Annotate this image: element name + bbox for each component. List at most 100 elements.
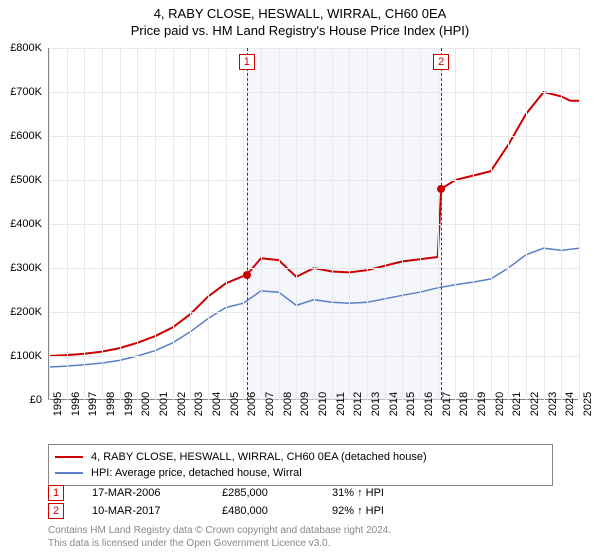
gridline-v bbox=[349, 48, 350, 400]
x-axis-label: 2002 bbox=[176, 392, 188, 416]
x-axis-label: 2004 bbox=[211, 392, 223, 416]
footer-line2: This data is licensed under the Open Gov… bbox=[48, 537, 553, 550]
footer-attribution: Contains HM Land Registry data © Crown c… bbox=[48, 524, 553, 550]
x-axis-label: 2009 bbox=[299, 392, 311, 416]
gridline-v bbox=[173, 48, 174, 400]
x-axis-label: 2017 bbox=[441, 392, 453, 416]
gridline-v bbox=[296, 48, 297, 400]
x-axis-label: 2007 bbox=[264, 392, 276, 416]
x-axis-label: 1995 bbox=[52, 392, 64, 416]
gridline-v bbox=[314, 48, 315, 400]
sales-row-date: 10-MAR-2017 bbox=[92, 505, 222, 517]
x-axis-label: 2021 bbox=[511, 392, 523, 416]
sales-row-number: 2 bbox=[48, 503, 64, 519]
x-axis-label: 2010 bbox=[317, 392, 329, 416]
sales-row-date: 17-MAR-2006 bbox=[92, 487, 222, 499]
y-axis-label: £0 bbox=[30, 394, 42, 406]
gridline-v bbox=[243, 48, 244, 400]
gridline-v bbox=[385, 48, 386, 400]
title-sub: Price paid vs. HM Land Registry's House … bbox=[0, 23, 600, 38]
x-axis-label: 2000 bbox=[140, 392, 152, 416]
x-axis-label: 1999 bbox=[123, 392, 135, 416]
x-axis-label: 2001 bbox=[158, 392, 170, 416]
gridline-v bbox=[473, 48, 474, 400]
gridline-v bbox=[120, 48, 121, 400]
sale-marker-dot bbox=[243, 271, 251, 279]
x-axis-label: 2013 bbox=[370, 392, 382, 416]
gridline-v bbox=[155, 48, 156, 400]
x-axis-label: 2005 bbox=[229, 392, 241, 416]
sale-marker-number: 2 bbox=[433, 54, 449, 70]
title-main: 4, RABY CLOSE, HESWALL, WIRRAL, CH60 0EA bbox=[0, 6, 600, 21]
x-axis-label: 2011 bbox=[335, 392, 347, 416]
x-axis-label: 2003 bbox=[193, 392, 205, 416]
gridline-v bbox=[102, 48, 103, 400]
y-axis-label: £500K bbox=[10, 174, 42, 186]
y-axis-label: £100K bbox=[10, 350, 42, 362]
gridline-v bbox=[67, 48, 68, 400]
plot-box: 12 bbox=[48, 48, 578, 400]
gridline-v bbox=[491, 48, 492, 400]
chart-container: 4, RABY CLOSE, HESWALL, WIRRAL, CH60 0EA… bbox=[0, 0, 600, 560]
sales-row-price: £285,000 bbox=[222, 487, 332, 499]
sales-row-pct: 31% ↑ HPI bbox=[332, 487, 452, 499]
gridline-v bbox=[420, 48, 421, 400]
legend-swatch bbox=[55, 472, 83, 474]
x-axis-label: 2016 bbox=[423, 392, 435, 416]
x-axis-label: 2022 bbox=[529, 392, 541, 416]
gridline-v bbox=[261, 48, 262, 400]
gridline-v bbox=[526, 48, 527, 400]
y-axis-label: £700K bbox=[10, 86, 42, 98]
gridline-v bbox=[544, 48, 545, 400]
title-block: 4, RABY CLOSE, HESWALL, WIRRAL, CH60 0EA… bbox=[0, 0, 600, 38]
x-axis-label: 2024 bbox=[564, 392, 576, 416]
x-axis-label: 2015 bbox=[405, 392, 417, 416]
sale-marker-line bbox=[441, 48, 442, 400]
sale-marker-number: 1 bbox=[239, 54, 255, 70]
x-axis-label: 2020 bbox=[494, 392, 506, 416]
sales-row: 1 17-MAR-2006£285,00031% ↑ HPI bbox=[48, 484, 553, 502]
gridline-v bbox=[49, 48, 50, 400]
legend-row: 4, RABY CLOSE, HESWALL, WIRRAL, CH60 0EA… bbox=[55, 449, 546, 465]
y-axis-label: £400K bbox=[10, 218, 42, 230]
gridline-v bbox=[137, 48, 138, 400]
gridline-v bbox=[190, 48, 191, 400]
x-axis-label: 2008 bbox=[282, 392, 294, 416]
footer-line1: Contains HM Land Registry data © Crown c… bbox=[48, 524, 553, 537]
y-axis-label: £600K bbox=[10, 130, 42, 142]
gridline-v bbox=[84, 48, 85, 400]
sales-row-number: 1 bbox=[48, 485, 64, 501]
legend-label: HPI: Average price, detached house, Wirr… bbox=[91, 467, 302, 479]
y-axis-label: £800K bbox=[10, 42, 42, 54]
sale-marker-line bbox=[247, 48, 248, 400]
x-axis-label: 1997 bbox=[87, 392, 99, 416]
gridline-v bbox=[226, 48, 227, 400]
gridline-v bbox=[367, 48, 368, 400]
gridline-v bbox=[508, 48, 509, 400]
x-axis-label: 2012 bbox=[352, 392, 364, 416]
gridline-v bbox=[561, 48, 562, 400]
x-axis-label: 1998 bbox=[105, 392, 117, 416]
x-axis-label: 1996 bbox=[70, 392, 82, 416]
legend-label: 4, RABY CLOSE, HESWALL, WIRRAL, CH60 0EA… bbox=[91, 451, 427, 463]
legend-row: HPI: Average price, detached house, Wirr… bbox=[55, 465, 546, 481]
sale-marker-dot bbox=[437, 185, 445, 193]
gridline-v bbox=[208, 48, 209, 400]
y-axis-label: £200K bbox=[10, 306, 42, 318]
x-axis-label: 2019 bbox=[476, 392, 488, 416]
gridline-v bbox=[455, 48, 456, 400]
x-axis-label: 2018 bbox=[458, 392, 470, 416]
sales-row: 2 10-MAR-2017£480,00092% ↑ HPI bbox=[48, 502, 553, 520]
gridline-v bbox=[402, 48, 403, 400]
legend-swatch bbox=[55, 456, 83, 458]
sales-row-price: £480,000 bbox=[222, 505, 332, 517]
gridline-v bbox=[332, 48, 333, 400]
x-axis-label: 2014 bbox=[388, 392, 400, 416]
sales-row-pct: 92% ↑ HPI bbox=[332, 505, 452, 517]
chart-area: 12 £0£100K£200K£300K£400K£500K£600K£700K… bbox=[48, 48, 578, 400]
x-axis-label: 2023 bbox=[547, 392, 559, 416]
legend: 4, RABY CLOSE, HESWALL, WIRRAL, CH60 0EA… bbox=[48, 444, 553, 486]
gridline-v bbox=[438, 48, 439, 400]
gridline-v bbox=[279, 48, 280, 400]
x-axis-label: 2006 bbox=[246, 392, 258, 416]
